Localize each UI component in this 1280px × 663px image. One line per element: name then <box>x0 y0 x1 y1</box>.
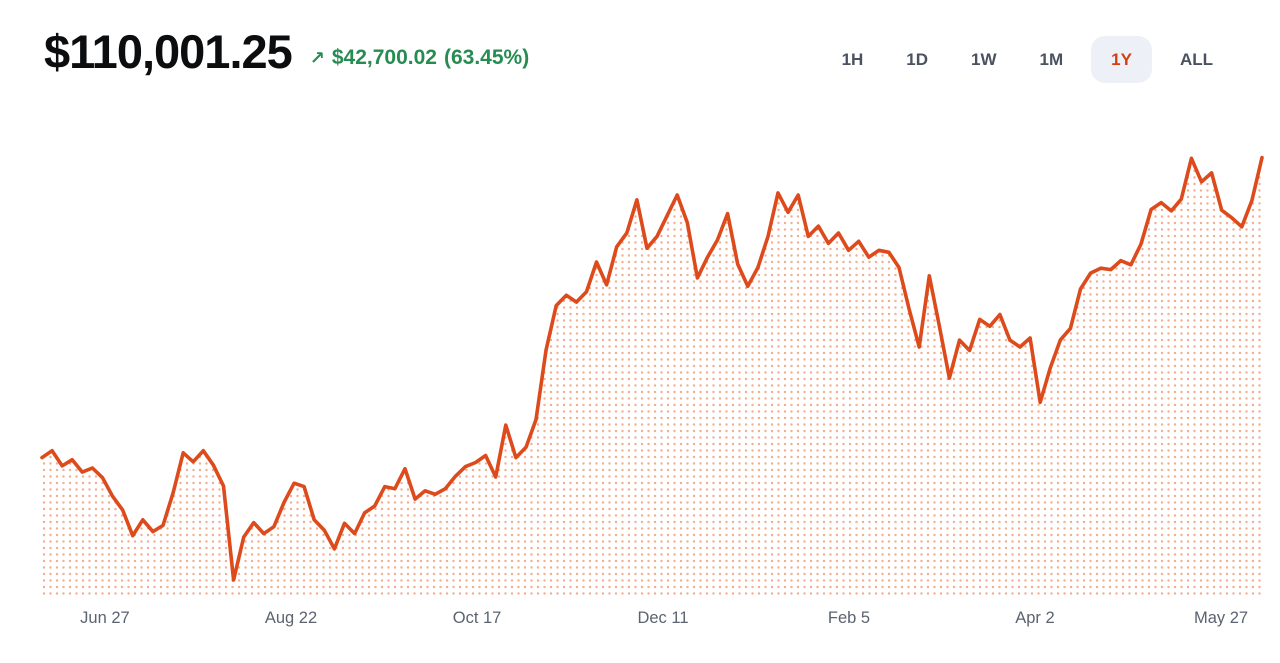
range-tab-1y[interactable]: 1Y <box>1091 36 1152 83</box>
range-tab-1w[interactable]: 1W <box>956 38 1012 81</box>
price-header: $110,001.25 ↗ $42,700.02 (63.45%) 1H 1D … <box>0 0 1280 83</box>
x-axis-label: Apr 2 <box>1015 609 1055 627</box>
x-axis-label: May 27 <box>1193 609 1249 627</box>
range-tab-1m[interactable]: 1M <box>1025 38 1079 81</box>
price-change: ↗ $42,700.02 (63.45%) <box>310 46 529 70</box>
up-right-arrow-icon: ↗ <box>309 48 325 68</box>
change-amount: $42,700.02 <box>331 46 437 69</box>
range-tabs: 1H 1D 1W 1M 1Y ALL <box>827 36 1228 83</box>
change-percent: (63.45%) <box>443 46 530 69</box>
x-axis-label: Oct 17 <box>452 609 502 627</box>
x-axis-label: Jun 27 <box>80 609 130 627</box>
price-block: $110,001.25 ↗ $42,700.02 (63.45%) <box>44 26 529 78</box>
x-axis-label: Dec 11 <box>637 609 689 627</box>
price-value: $110,001.25 <box>44 25 293 78</box>
range-tab-1d[interactable]: 1D <box>891 38 943 81</box>
range-tab-1h[interactable]: 1H <box>827 38 879 81</box>
price-line <box>40 155 1264 582</box>
chart-area-fill <box>42 157 1262 597</box>
range-tab-all[interactable]: ALL <box>1165 38 1228 81</box>
x-axis-label: Feb 5 <box>827 609 871 627</box>
x-axis-label: Aug 22 <box>264 609 318 627</box>
